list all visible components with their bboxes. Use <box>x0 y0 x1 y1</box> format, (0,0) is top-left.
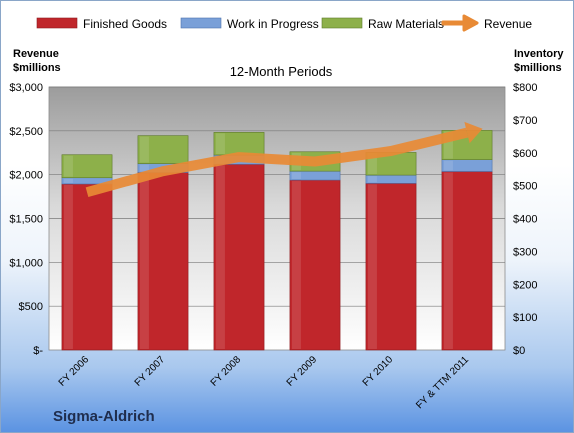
left-axis-title-line2: $millions <box>13 62 61 74</box>
bar-highlight <box>139 173 149 349</box>
x-tick-label: FY 2007 <box>133 354 168 389</box>
right-tick-label: $700 <box>513 115 537 127</box>
right-axis-title-line1: Inventory <box>514 48 564 60</box>
bar-finished-goods <box>137 172 189 351</box>
bar-raw-materials <box>61 154 113 179</box>
left-axis-title-line1: Revenue <box>13 48 59 60</box>
bar-highlight <box>443 172 453 349</box>
bar-highlight <box>367 184 377 349</box>
right-axis-ticks: $0 $100 $200 $300 $400 $500 $600 $700 $800 <box>513 82 537 357</box>
left-tick-label: $2,000 <box>9 170 43 182</box>
bar-highlight <box>291 172 301 180</box>
x-tick-label: FY 2009 <box>285 354 320 389</box>
bar-highlight <box>291 181 301 349</box>
legend: Finished Goods Work in Progress Raw Mate… <box>36 14 532 32</box>
bar-finished-goods <box>365 183 417 351</box>
revenue-line <box>85 127 469 198</box>
legend-swatch-finished-goods <box>36 17 78 29</box>
bar-highlight <box>443 160 453 171</box>
right-tick-label: $500 <box>513 181 537 193</box>
x-tick-label: FY 2008 <box>209 354 244 389</box>
right-tick-label: $600 <box>513 148 537 160</box>
right-tick-label: $200 <box>513 279 537 291</box>
x-tick-label: FY 2006 <box>57 354 92 389</box>
bar-highlight <box>215 165 225 349</box>
right-tick-label: $800 <box>513 82 537 94</box>
left-axis-ticks: $- $500 $1,000 $1,500 $2,000 $2,500 $3,000 <box>9 82 43 357</box>
bar-highlight <box>63 178 73 183</box>
bar-highlight <box>443 131 453 159</box>
left-tick-label: $2,500 <box>9 126 43 138</box>
chart-subtitle: 12-Month Periods <box>230 64 333 79</box>
x-tick-label: FY & TTM 2011 <box>414 354 471 411</box>
legend-swatch-raw-materials <box>321 17 363 29</box>
revenue-arrowhead <box>464 121 483 144</box>
bar-finished-goods <box>61 183 113 351</box>
left-tick-label: $500 <box>19 301 43 313</box>
left-tick-label: $1,000 <box>9 257 43 269</box>
legend-label-raw-materials: Raw Materials <box>368 17 444 31</box>
legend-arrow-revenue <box>441 14 479 32</box>
left-tick-label: $- <box>33 345 43 357</box>
bar-highlight <box>367 176 377 183</box>
right-tick-label: $0 <box>513 345 525 357</box>
legend-label-revenue: Revenue <box>484 17 532 31</box>
legend-label-work-in-progress: Work in Progress <box>227 17 319 31</box>
right-tick-label: $300 <box>513 246 537 258</box>
bar-highlight <box>215 133 225 155</box>
bar-raw-materials <box>137 135 189 164</box>
right-axis-title-line2: $millions <box>514 62 562 74</box>
bar-highlight <box>367 153 377 175</box>
legend-label-finished-goods: Finished Goods <box>83 17 167 31</box>
bar-highlight <box>139 164 149 172</box>
right-tick-label: $400 <box>513 214 537 226</box>
x-axis-ticks: FY 2006 FY 2007 FY 2008 FY 2009 FY 2010 FY & … <box>57 354 472 411</box>
left-tick-label: $3,000 <box>9 82 43 94</box>
left-tick-label: $1,500 <box>9 214 43 226</box>
x-tick-label: FY 2010 <box>361 354 396 389</box>
bar-highlight <box>63 184 73 349</box>
legend-swatch-work-in-progress <box>180 17 222 29</box>
bars <box>61 130 493 351</box>
bar-finished-goods <box>213 163 265 351</box>
bar-highlight <box>63 155 73 177</box>
right-tick-label: $100 <box>513 312 537 324</box>
grid-lines <box>49 86 505 307</box>
company-name: Sigma-Aldrich <box>53 408 155 425</box>
bar-finished-goods <box>441 171 493 351</box>
revenue-line-layer <box>85 121 483 198</box>
bar-finished-goods <box>289 179 341 351</box>
bar-highlight <box>139 136 149 163</box>
